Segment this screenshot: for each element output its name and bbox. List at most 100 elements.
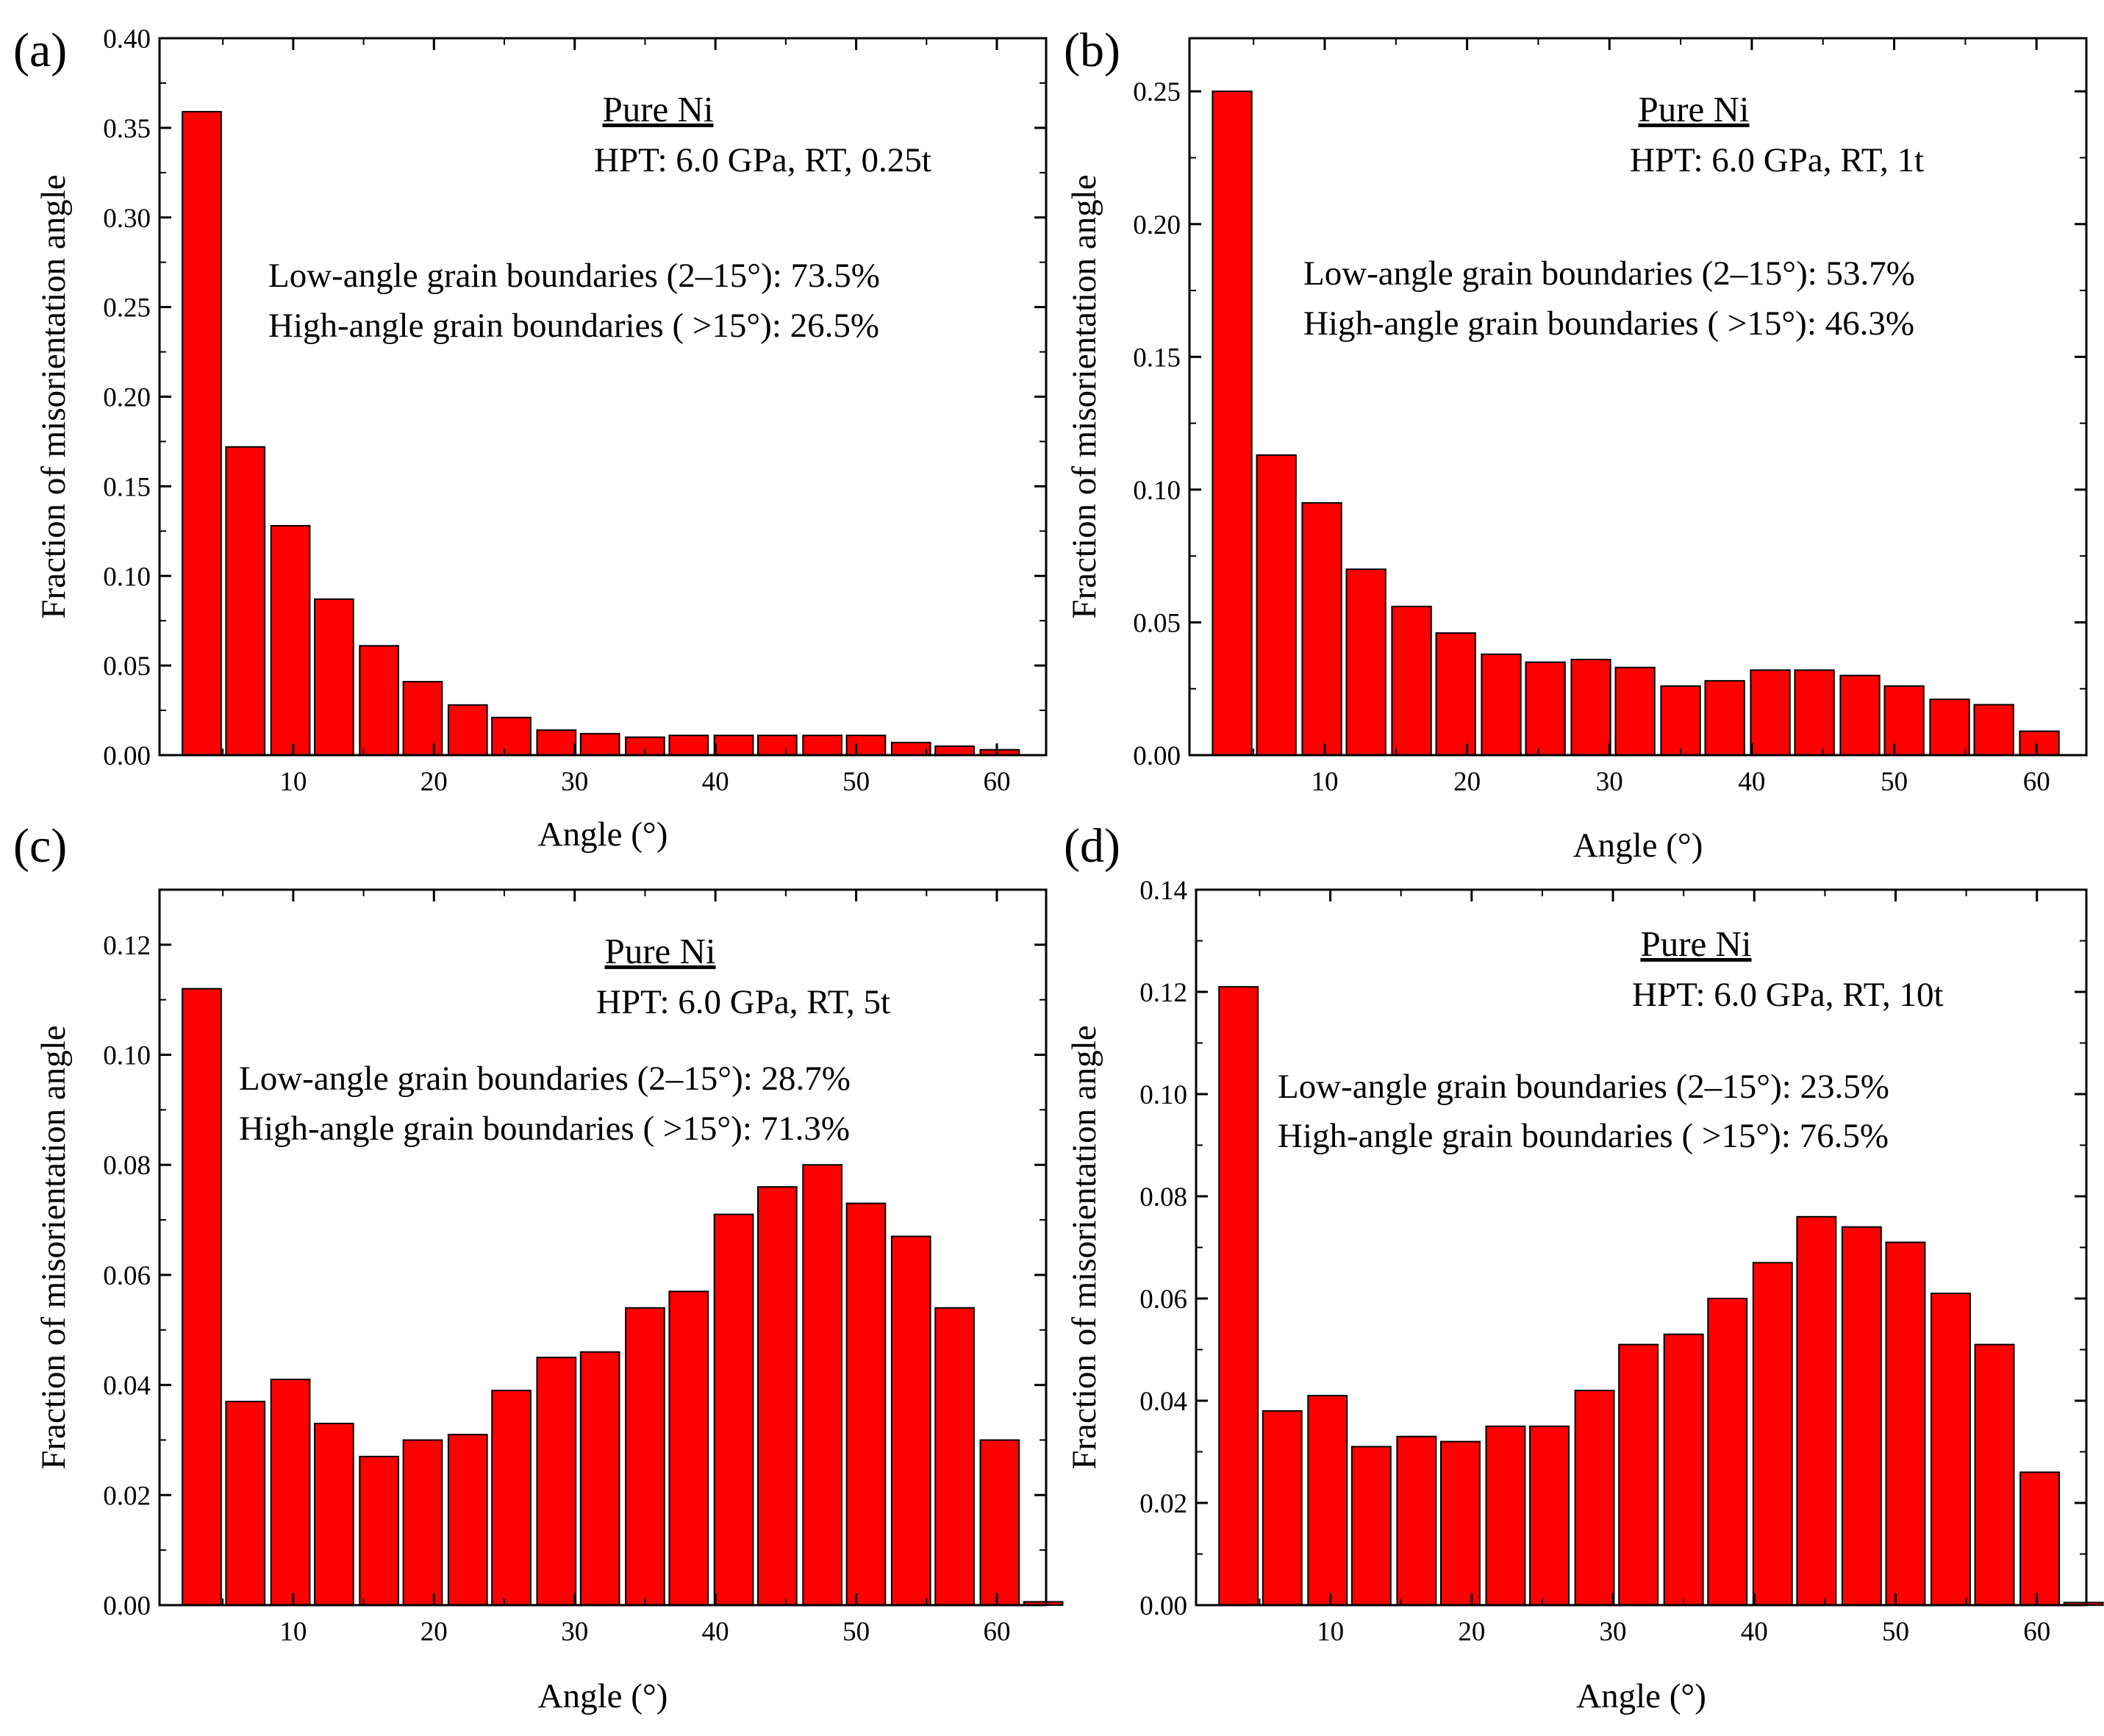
y-tick-label: 0.00: [103, 1591, 151, 1621]
y-tick-label: 0.12: [1139, 978, 1187, 1008]
chart-panel-b: 0.00 0.05 0.10 0.15 0.20 0.25 10 20 30 40 50 60 Angl…: [1064, 24, 2088, 865]
bar: [536, 1357, 577, 1606]
chart-panel-d: 0.00 0.02 0.04 0.06 0.08 0.10 0.12 0.14 10 20 30 40…: [1064, 819, 2104, 1715]
x-tick-label: 10: [1317, 1617, 1344, 1647]
x-tick-label: 10: [1311, 767, 1338, 797]
bar: [845, 1202, 887, 1606]
y-tick-label: 0.00: [1139, 1591, 1187, 1621]
y-tick-label: 0.06: [103, 1261, 151, 1291]
annotation-high-angle: High-angle grain boundaries ( >15°): 76.…: [1278, 1117, 1889, 1155]
bar: [934, 745, 975, 756]
y-tick-label: 0.04: [103, 1371, 151, 1401]
bar: [713, 1213, 754, 1606]
bar: [182, 987, 222, 1606]
bar: [1929, 699, 1970, 757]
y-tick-label: 0.20: [103, 383, 151, 413]
bar: [491, 716, 532, 756]
x-tick-label: 30: [561, 767, 588, 797]
bar: [359, 645, 399, 756]
y-tick-label: 0.10: [1133, 476, 1181, 506]
bar: [1752, 1262, 1793, 1607]
bar: [270, 1379, 311, 1606]
bar: [1931, 1293, 1971, 1606]
bar: [890, 1235, 931, 1606]
bar: [1256, 454, 1297, 757]
y-tick-label: 0.25: [1133, 77, 1181, 107]
bar: [536, 729, 577, 757]
y-tick-label: 0.02: [103, 1481, 151, 1511]
bar: [491, 1390, 532, 1606]
annotation-high-angle: High-angle grain boundaries ( >15°): 46.…: [1303, 304, 1914, 343]
x-tick-label: 60: [984, 1617, 1011, 1647]
bar: [1345, 568, 1386, 757]
bar: [447, 704, 488, 757]
x-tick-label: 30: [561, 1617, 588, 1647]
bar: [1435, 632, 1476, 757]
y-tick-label: 0.02: [1139, 1489, 1187, 1519]
x-tick-label: 50: [842, 767, 870, 797]
bar: [757, 1186, 798, 1606]
bar: [1796, 1215, 1837, 1607]
bar: [1525, 661, 1566, 756]
bar: [402, 1439, 443, 1606]
bar: [270, 525, 311, 756]
bar: [1618, 1343, 1659, 1606]
annotation-low-angle: Low-angle grain boundaries (2–15°): 73.5…: [268, 257, 880, 295]
y-tick-label: 0.15: [103, 472, 151, 502]
bar: [1440, 1440, 1481, 1606]
y-tick-label: 0.12: [103, 931, 151, 961]
bar: [1883, 685, 1925, 756]
bar: [1707, 1298, 1748, 1606]
x-tick-label: 10: [279, 767, 307, 797]
bar: [625, 1307, 665, 1607]
plot-frame: [158, 888, 1048, 1607]
y-tick-label: 0.00: [1133, 741, 1181, 771]
annotation-title: Pure Ni: [1638, 89, 1749, 129]
bar: [668, 735, 709, 757]
y-tick-label: 0.05: [103, 651, 151, 682]
x-tick-label: 50: [1882, 1617, 1909, 1647]
y-tick-label: 0.05: [1133, 608, 1181, 638]
bar: [1614, 666, 1656, 756]
x-tick-label: 60: [984, 767, 1011, 797]
bar: [1570, 659, 1611, 756]
bar: [359, 1455, 399, 1607]
bar: [1574, 1390, 1615, 1606]
bar: [1704, 679, 1745, 757]
y-tick-label: 0.35: [103, 114, 151, 144]
x-tick-label: 30: [1600, 1617, 1627, 1647]
bar: [1212, 90, 1253, 756]
bar: [314, 598, 354, 757]
x-tick-label: 60: [2023, 1617, 2050, 1647]
annotation-subtitle: HPT: 6.0 GPa, RT, 1t: [1630, 141, 1924, 179]
x-tick-label: 60: [2023, 767, 2050, 797]
x-tick-label: 20: [1453, 767, 1481, 797]
annotation-low-angle: Low-angle grain boundaries (2–15°): 53.7…: [1303, 254, 1915, 293]
bar: [2019, 730, 2060, 756]
y-axis-title: Fraction of misorientation angle: [35, 174, 73, 618]
bar: [979, 1439, 1020, 1606]
annotation-subtitle: HPT: 6.0 GPa, RT, 0.25t: [594, 141, 931, 179]
x-axis-title: Angle (°): [1576, 1677, 1706, 1715]
bar: [579, 732, 620, 757]
y-tick-label: 0.40: [103, 24, 151, 54]
bar: [182, 110, 222, 756]
bar: [713, 735, 754, 757]
bar: [402, 681, 443, 756]
panel-label: (c): [13, 819, 67, 873]
bar: [1974, 1343, 2015, 1606]
annotation-low-angle: Low-angle grain boundaries (2–15°): 28.7…: [239, 1060, 851, 1098]
bar: [1794, 669, 1835, 757]
bar: [845, 735, 887, 757]
x-tick-label: 30: [1596, 767, 1623, 797]
chart-panel-c: 0.00 0.02 0.04 0.06 0.08 0.10 0.12 10 20 30 40 50 60…: [13, 819, 1064, 1715]
bar: [1839, 674, 1881, 757]
panel-label: (d): [1064, 819, 1120, 873]
bar: [1485, 1425, 1526, 1607]
y-tick-label: 0.00: [103, 741, 151, 771]
x-tick-label: 20: [421, 767, 448, 797]
y-tick-label: 0.08: [1139, 1182, 1187, 1212]
bar: [1391, 605, 1432, 756]
bar: [447, 1434, 488, 1606]
annotation-subtitle: HPT: 6.0 GPa, RT, 10t: [1632, 976, 1944, 1014]
